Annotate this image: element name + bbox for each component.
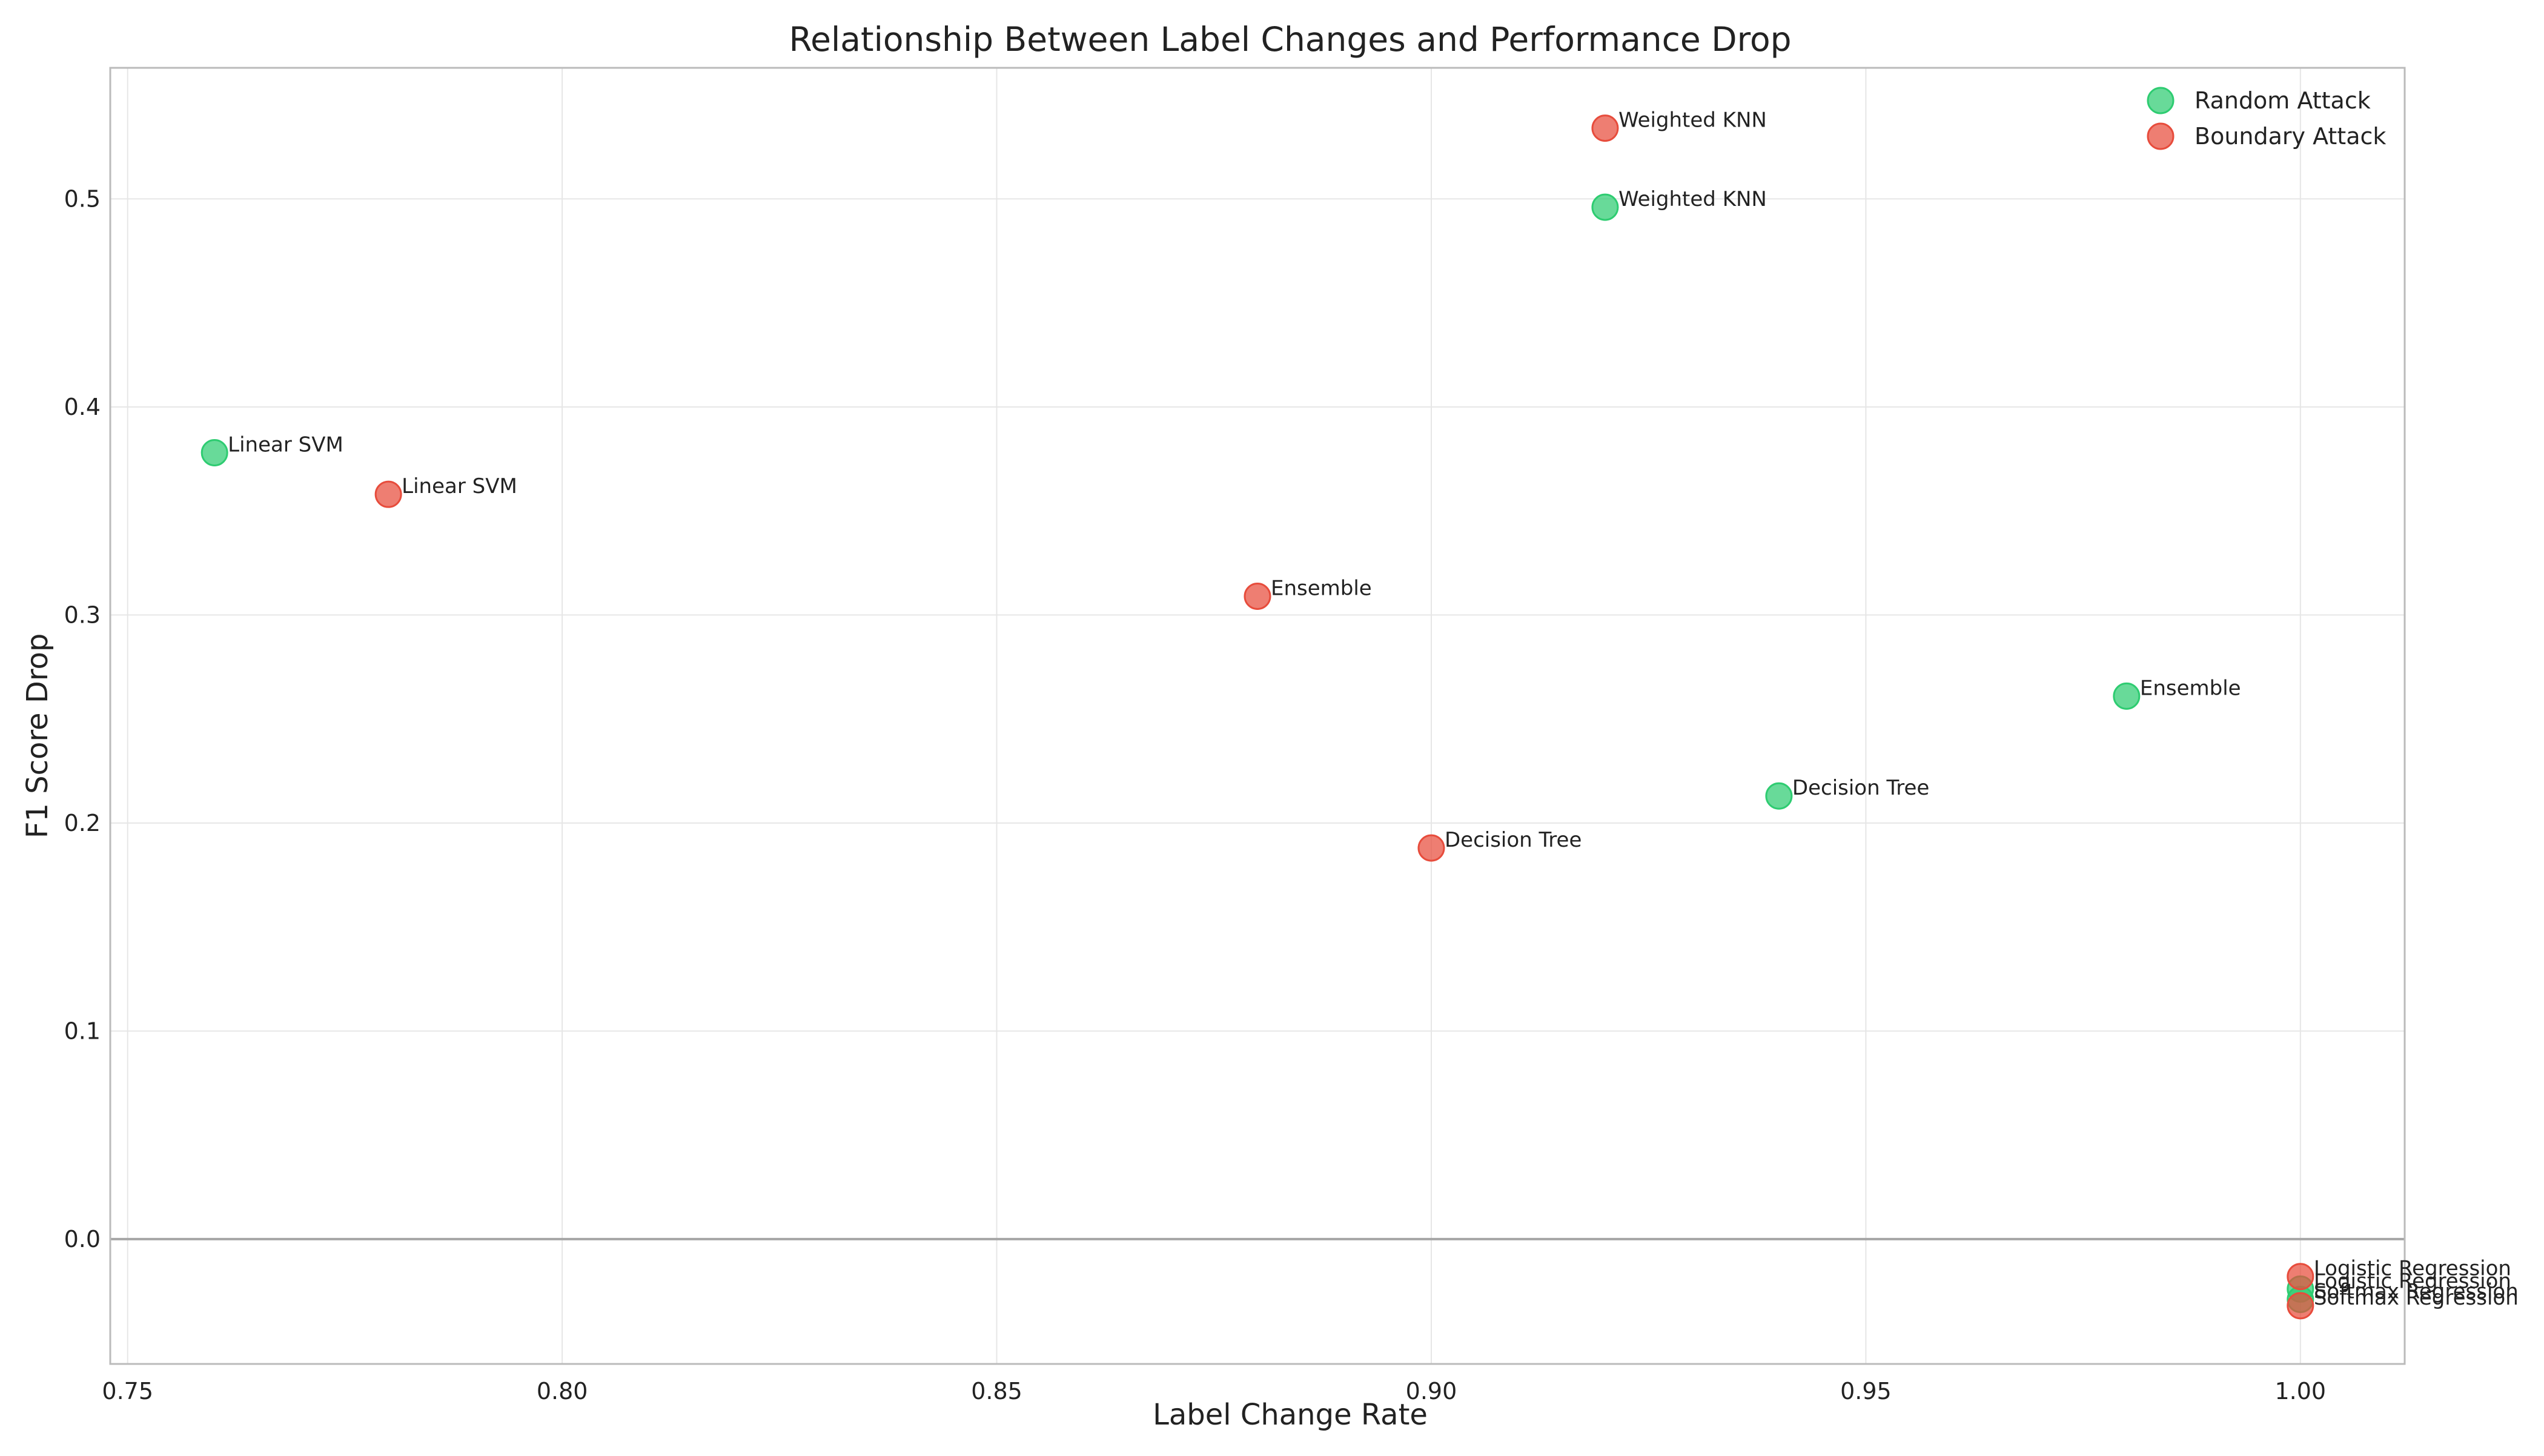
x-axis-label: Label Change Rate xyxy=(1153,1398,1428,1432)
data-point[interactable] xyxy=(2287,1263,2314,1291)
point-label: Linear SVM xyxy=(228,432,343,457)
y-tick-label: 0.1 xyxy=(64,1018,101,1044)
point-label: Ensemble xyxy=(1271,576,1372,600)
data-point[interactable] xyxy=(1417,834,1445,862)
data-point[interactable] xyxy=(1765,782,1793,810)
point-labels: Linear SVM Weighted KNN Decision Tree Ensem… xyxy=(228,108,2519,1310)
data-point[interactable] xyxy=(1591,193,1619,221)
data-points xyxy=(200,114,2314,1320)
chart-title: Relationship Between Label Changes and P… xyxy=(789,20,1791,59)
legend-marker xyxy=(2147,87,2175,114)
y-tick-label: 0.4 xyxy=(64,394,101,420)
legend: Random Attack Boundary Attack xyxy=(2147,87,2386,150)
y-axis-label: F1 Score Drop xyxy=(21,634,55,839)
data-point[interactable] xyxy=(374,480,402,508)
tick-labels: 0.75 0.80 0.85 0.90 0.95 1.00 0.0 0.1 0.2 0.3 0.4 0… xyxy=(64,185,2327,1405)
x-tick-label: 0.80 xyxy=(537,1378,588,1405)
point-label: Weighted KNN xyxy=(1618,108,1767,133)
legend-entry: Random Attack xyxy=(2195,87,2371,114)
legend-marker xyxy=(2147,122,2175,150)
point-label: Weighted KNN xyxy=(1618,187,1767,211)
x-tick-label: 0.75 xyxy=(102,1378,153,1405)
y-tick-label: 0.3 xyxy=(64,601,101,628)
y-tick-label: 0.5 xyxy=(64,185,101,212)
point-label: Decision Tree xyxy=(1792,776,1929,800)
x-tick-label: 1.00 xyxy=(2275,1378,2327,1405)
data-point[interactable] xyxy=(200,438,228,466)
data-point[interactable] xyxy=(1591,114,1619,142)
data-point[interactable] xyxy=(2287,1292,2314,1320)
point-label: Softmax Regression xyxy=(2314,1280,2519,1304)
x-tick-label: 0.95 xyxy=(1840,1378,1892,1405)
point-label: Ensemble xyxy=(2140,676,2241,700)
data-point[interactable] xyxy=(2113,682,2141,710)
plot-frame xyxy=(109,67,2406,1365)
point-label: Decision Tree xyxy=(1445,828,1582,852)
point-label: Logistic Regression xyxy=(2314,1269,2511,1293)
point-label: Softmax Regression xyxy=(2314,1286,2519,1310)
point-label: Linear SVM xyxy=(402,474,517,498)
x-tick-label: 0.85 xyxy=(971,1378,1022,1405)
point-label: Logistic Regression xyxy=(2314,1257,2511,1281)
data-point[interactable] xyxy=(1244,582,1271,610)
y-tick-label: 0.0 xyxy=(64,1226,101,1252)
y-tick-label: 0.2 xyxy=(64,810,101,836)
legend-entry: Boundary Attack xyxy=(2195,123,2386,150)
x-tick-label: 0.90 xyxy=(1406,1378,1457,1405)
